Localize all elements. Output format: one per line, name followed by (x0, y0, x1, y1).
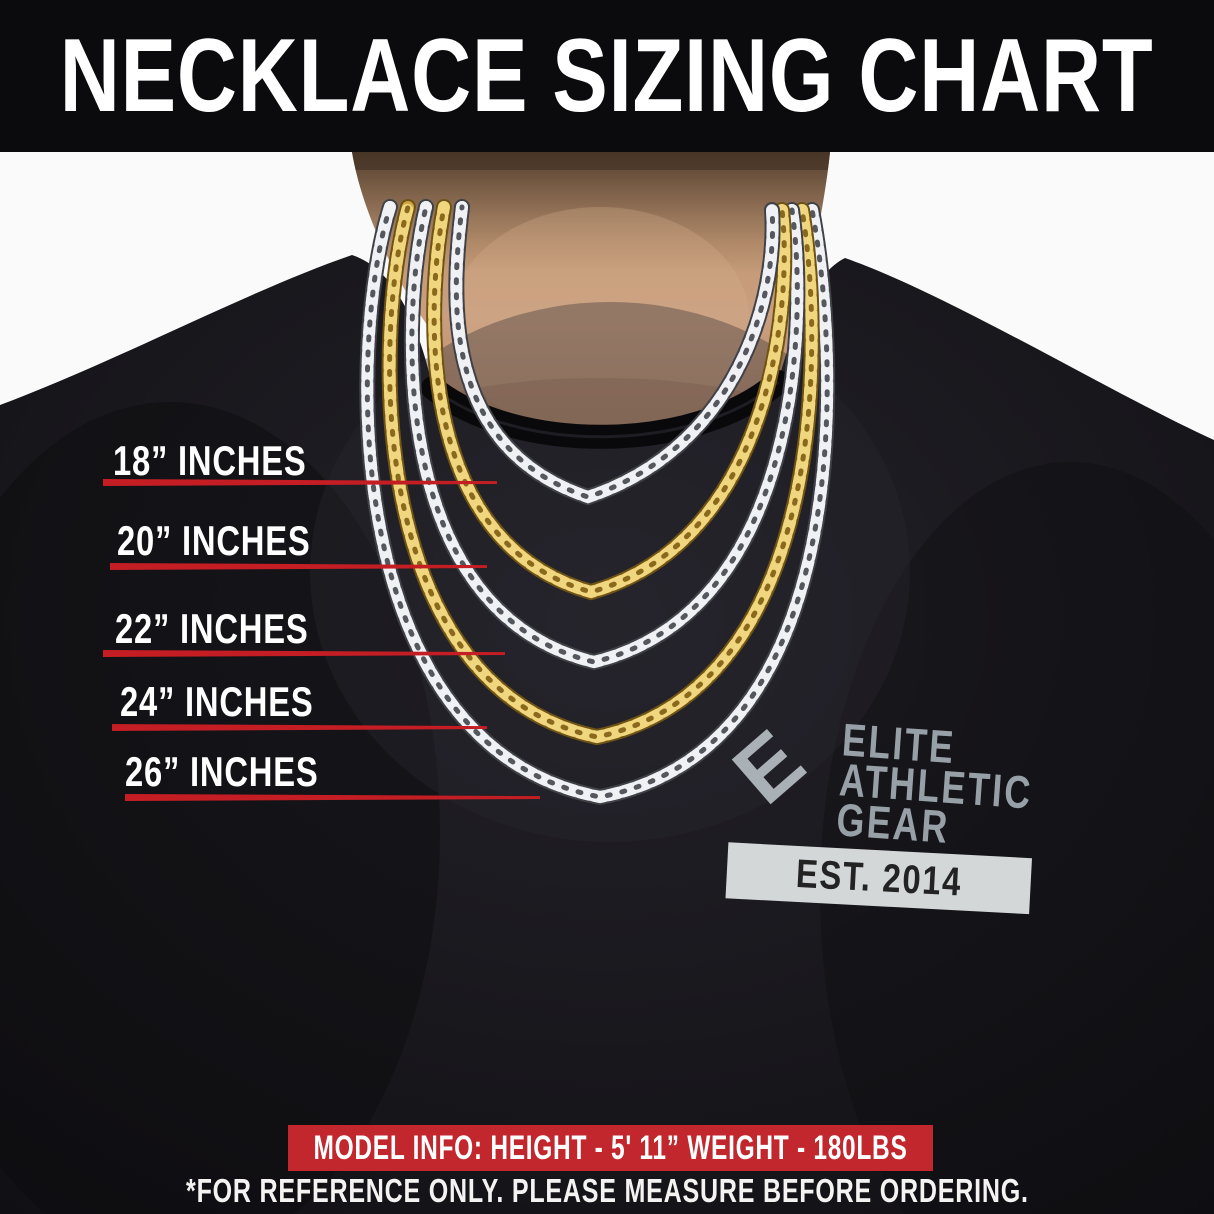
guide-line-22 (103, 650, 505, 657)
reference-footnote-text: *FOR REFERENCE ONLY. PLEASE MEASURE BEFO… (185, 1172, 1029, 1209)
chain-20-inch-gold (426, 199, 793, 601)
model-info-text: MODEL INFO: HEIGHT - 5' 11” WEIGHT - 180… (313, 1128, 908, 1167)
necklace-chains (359, 199, 836, 806)
reference-footnote: *FOR REFERENCE ONLY. PLEASE MEASURE BEFO… (0, 1172, 1214, 1210)
guide-line-18 (103, 479, 497, 486)
size-label-26: 26” INCHES (125, 748, 319, 795)
est-2014-text: EST. 2014 (794, 851, 963, 905)
size-row-20: 20” INCHES (117, 517, 365, 565)
model-info-banner: MODEL INFO: HEIGHT - 5' 11” WEIGHT - 180… (288, 1125, 933, 1171)
est-2014-badge: EST. 2014 (725, 842, 1033, 915)
chain-18-inch-silver (448, 199, 781, 506)
guide-line-26 (125, 794, 540, 801)
header-band: NECKLACE SIZING CHART (0, 0, 1214, 152)
shirt-logo: E ELITE ATHLETIC GEAR EST. 2014 (716, 712, 1077, 935)
guide-line-20 (110, 563, 487, 570)
size-label-24: 24” INCHES (120, 678, 314, 725)
guide-line-24 (112, 724, 487, 731)
size-row-26: 26” INCHES (125, 748, 373, 796)
size-label-20: 20” INCHES (117, 517, 311, 564)
model-photo (0, 152, 1214, 1214)
size-label-18: 18” INCHES (113, 437, 307, 484)
size-label-22: 22” INCHES (115, 605, 309, 652)
size-row-24: 24” INCHES (120, 678, 368, 726)
shirt-logo-text: ELITE ATHLETIC GEAR (835, 713, 1091, 856)
size-row-18: 18” INCHES (113, 437, 361, 485)
chain-22-inch-silver (403, 199, 806, 671)
chain-26-inch-silver (359, 199, 836, 806)
page-title: NECKLACE SIZING CHART (60, 17, 1154, 134)
size-row-22: 22” INCHES (115, 605, 363, 653)
chain-24-inch-gold (381, 199, 820, 746)
